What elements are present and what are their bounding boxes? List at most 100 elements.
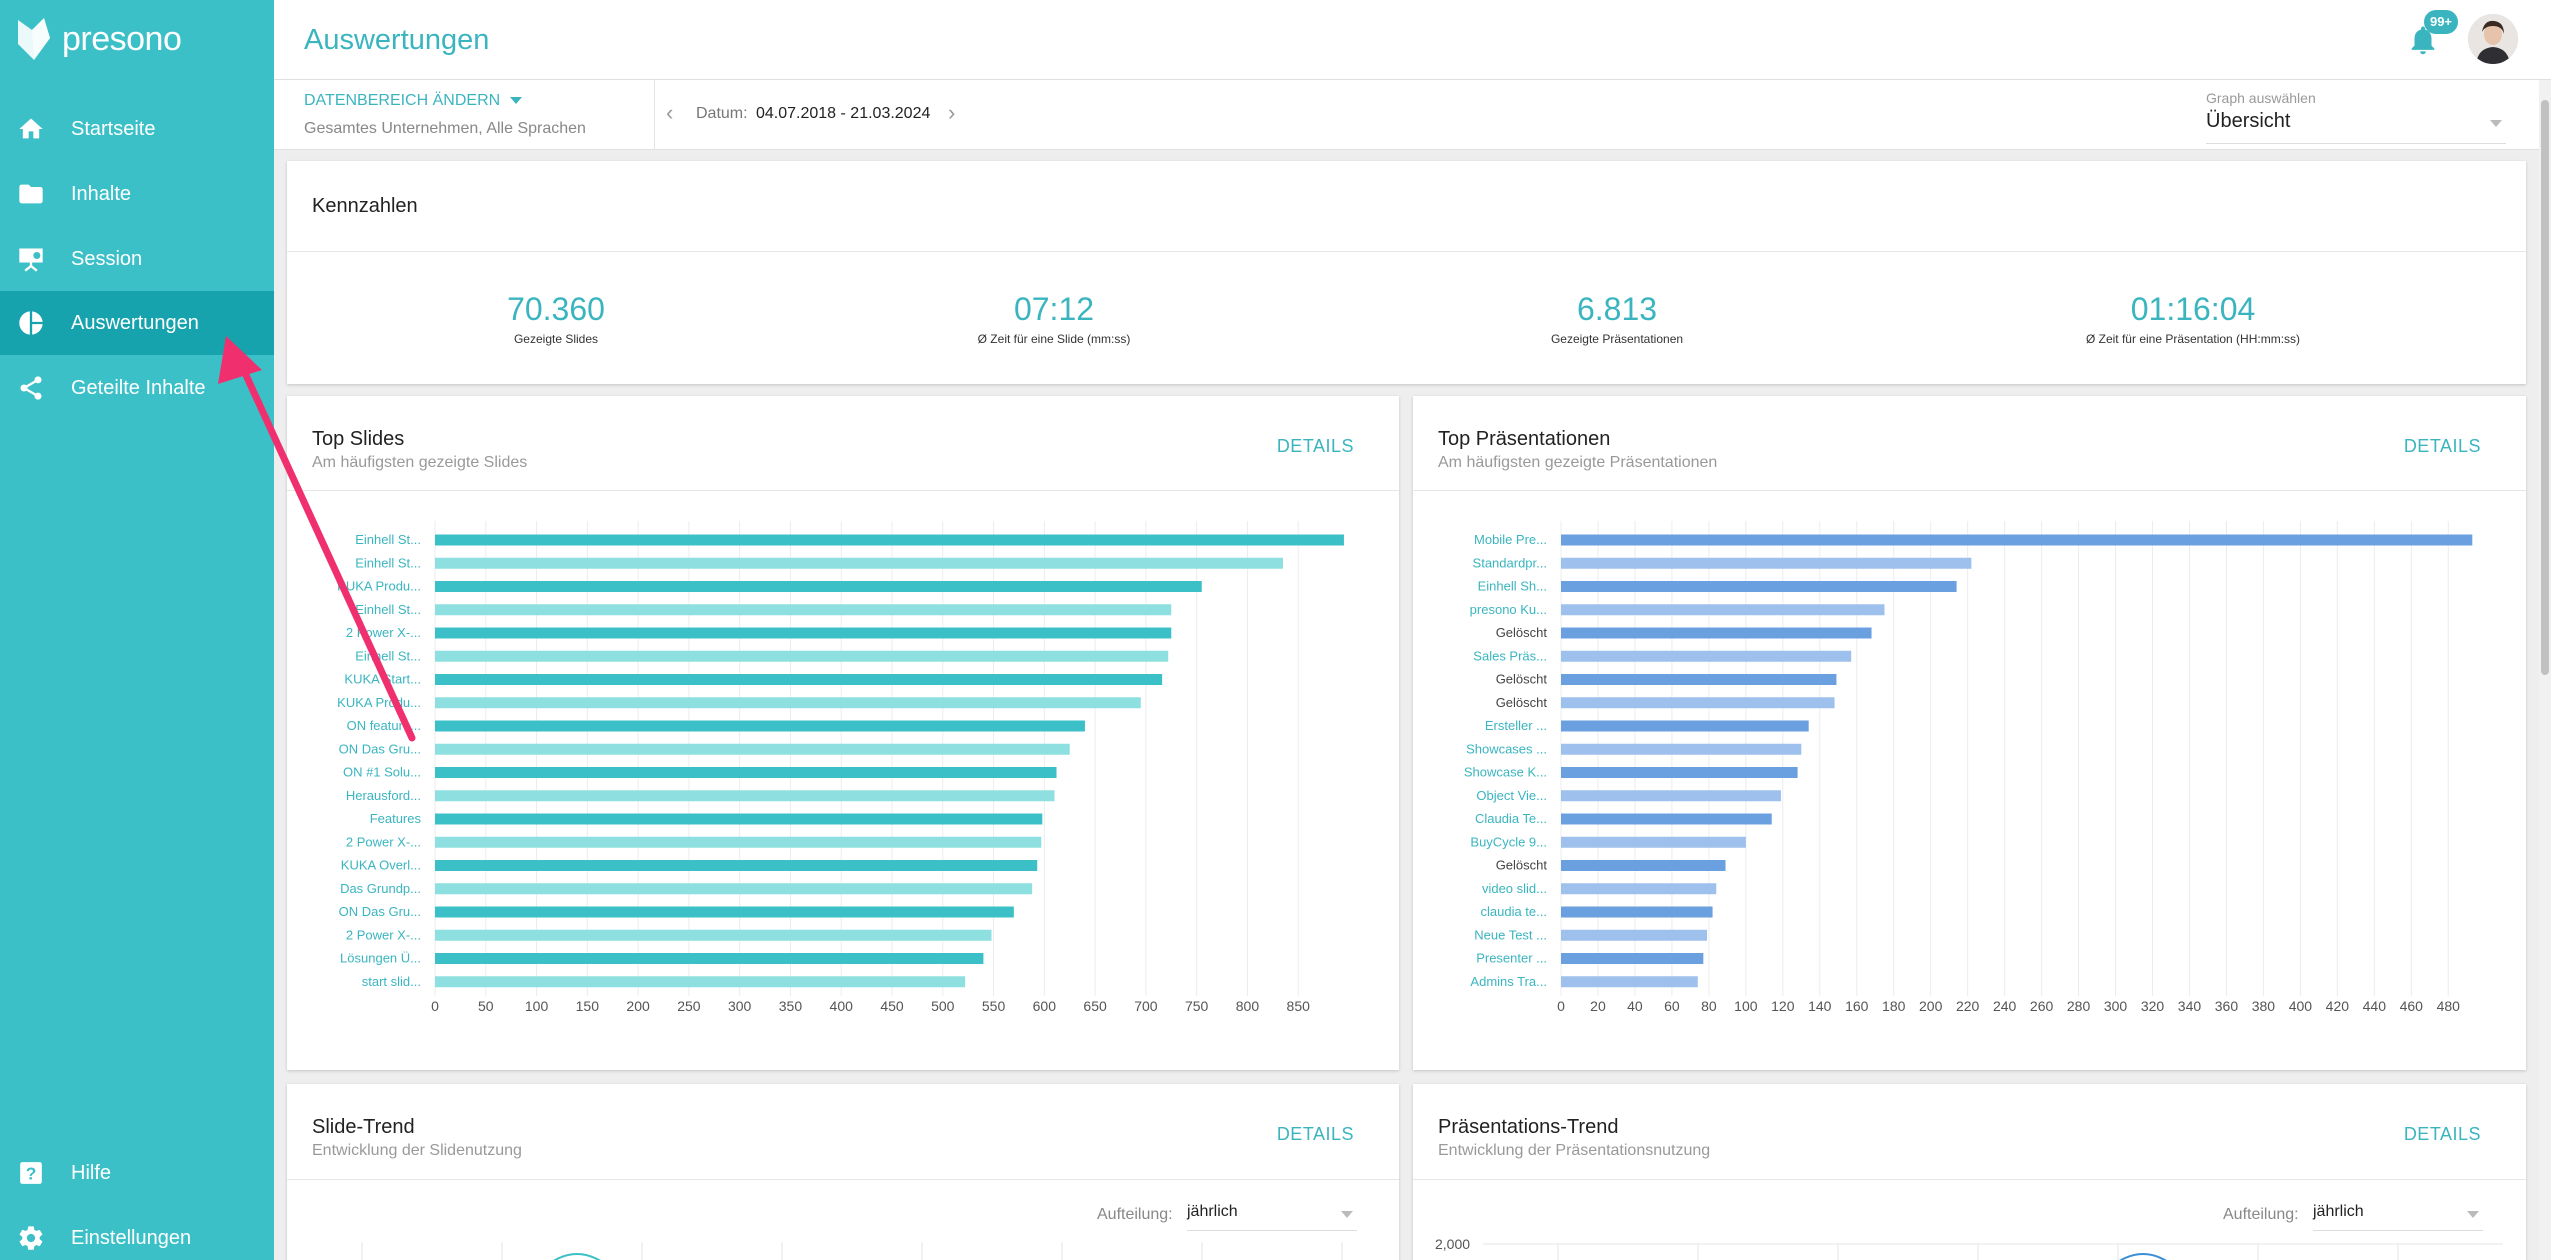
bar[interactable]: [1561, 976, 1698, 988]
bar-category-label[interactable]: Gelöscht: [1496, 858, 1548, 873]
bar[interactable]: [1561, 860, 1726, 871]
bar-category-label[interactable]: start slid...: [362, 974, 421, 989]
sidebar-item-session[interactable]: Session: [0, 227, 274, 291]
graph-select[interactable]: Übersicht: [2206, 110, 2506, 144]
bar[interactable]: [435, 581, 1202, 592]
bar-category-label[interactable]: Gelöscht: [1496, 695, 1548, 710]
bar-category-label[interactable]: Einhell St...: [355, 602, 421, 617]
bar[interactable]: [435, 929, 992, 941]
bar-category-label[interactable]: Admins Tra...: [1470, 974, 1547, 989]
bar[interactable]: [1561, 720, 1809, 732]
bar[interactable]: [435, 557, 1283, 569]
bar-category-label[interactable]: Features: [370, 811, 422, 826]
bar[interactable]: [435, 860, 1038, 871]
sidebar-item-auswertungen[interactable]: Auswertungen: [0, 291, 274, 355]
bar[interactable]: [1561, 929, 1708, 941]
bar[interactable]: [1561, 836, 1746, 848]
bar[interactable]: [1561, 767, 1798, 778]
bar[interactable]: [1561, 604, 1885, 616]
bar-category-label[interactable]: Standardpr...: [1473, 555, 1547, 570]
bar[interactable]: [1561, 743, 1802, 755]
sidebar-item-geteilte-inhalte[interactable]: Geteilte Inhalte: [0, 356, 274, 420]
bar-category-label[interactable]: Ersteller ...: [1485, 718, 1547, 733]
bar-category-label[interactable]: Lösungen Ü...: [340, 951, 421, 966]
bar[interactable]: [1561, 697, 1835, 709]
bar-category-label[interactable]: Gelöscht: [1496, 672, 1548, 687]
sidebar-item-einstellungen[interactable]: Einstellungen: [0, 1206, 274, 1260]
bar-category-label[interactable]: Einhell St...: [355, 648, 421, 663]
details-button[interactable]: DETAILS: [2403, 1124, 2481, 1144]
logo-area[interactable]: presono: [0, 0, 274, 80]
bar-category-label[interactable]: Gelöscht: [1496, 625, 1548, 640]
scrollbar-thumb[interactable]: [2541, 100, 2549, 675]
bar[interactable]: [435, 720, 1085, 732]
chevron-right-icon[interactable]: ›: [948, 100, 956, 125]
bar-category-label[interactable]: BuyCycle 9...: [1470, 834, 1547, 849]
bar-category-label[interactable]: Showcase K...: [1464, 765, 1547, 780]
bar[interactable]: [435, 790, 1055, 802]
bar-category-label[interactable]: KUKA Produ...: [337, 695, 421, 710]
bar[interactable]: [1561, 581, 1957, 592]
bar[interactable]: [435, 650, 1169, 662]
details-button[interactable]: DETAILS: [1276, 436, 1354, 456]
bar-category-label[interactable]: Das Grundp...: [340, 881, 421, 896]
bar-category-label[interactable]: Showcases ...: [1466, 741, 1547, 756]
bar-category-label[interactable]: Herausford...: [346, 788, 421, 803]
bar-category-label[interactable]: Einhell St...: [355, 555, 421, 570]
sidebar-item-startseite[interactable]: Startseite: [0, 97, 274, 161]
bar-category-label[interactable]: Claudia Te...: [1475, 811, 1547, 826]
bar-category-label[interactable]: Sales Präs...: [1473, 648, 1547, 663]
bar-category-label[interactable]: Einhell Sh...: [1478, 579, 1547, 594]
bar-category-label[interactable]: ON #1 Solu...: [343, 765, 421, 780]
bar[interactable]: [435, 836, 1042, 848]
bar[interactable]: [1561, 906, 1713, 918]
bar-category-label[interactable]: 2 Power X-...: [346, 927, 421, 942]
bar[interactable]: [435, 883, 1033, 895]
sidebar-item-hilfe[interactable]: ? Hilfe: [0, 1141, 274, 1205]
bar-category-label[interactable]: Neue Test ...: [1474, 927, 1547, 942]
bar-category-label[interactable]: KUKA Start...: [344, 672, 421, 687]
bar-category-label[interactable]: KUKA Produ...: [337, 579, 421, 594]
bar-category-label[interactable]: 2 Power X-...: [346, 834, 421, 849]
bar[interactable]: [435, 674, 1163, 685]
bar[interactable]: [435, 767, 1057, 778]
bar[interactable]: [435, 604, 1172, 616]
details-button[interactable]: DETAILS: [2403, 436, 2481, 456]
bar[interactable]: [1561, 627, 1872, 639]
sidebar-item-inhalte[interactable]: Inhalte: [0, 162, 274, 226]
split-select[interactable]: jährlich: [1187, 1203, 1357, 1231]
bar[interactable]: [435, 627, 1172, 639]
bar[interactable]: [1561, 674, 1837, 685]
bar[interactable]: [1561, 790, 1781, 802]
bar[interactable]: [435, 534, 1344, 546]
bar[interactable]: [1561, 883, 1717, 895]
bar[interactable]: [435, 906, 1014, 918]
bar-category-label[interactable]: KUKA Overl...: [341, 858, 421, 873]
bar[interactable]: [1561, 813, 1772, 825]
bar-category-label[interactable]: Einhell St...: [355, 532, 421, 547]
bar-category-label[interactable]: Presenter ...: [1476, 951, 1547, 966]
bar[interactable]: [1561, 534, 2473, 546]
page-scrollbar[interactable]: [2539, 80, 2551, 1260]
bar[interactable]: [1561, 953, 1704, 964]
date-range-button[interactable]: DATENBEREICH ÄNDERN: [304, 92, 523, 110]
split-select[interactable]: jährlich: [2313, 1203, 2483, 1231]
avatar[interactable]: [2468, 14, 2518, 64]
bar-category-label[interactable]: presono Ku...: [1470, 602, 1547, 617]
bar-category-label[interactable]: Object Vie...: [1476, 788, 1547, 803]
bar[interactable]: [435, 976, 966, 988]
bar-category-label[interactable]: video slid...: [1482, 881, 1547, 896]
bar[interactable]: [435, 813, 1043, 825]
bell-icon[interactable]: [2406, 22, 2440, 58]
details-button[interactable]: DETAILS: [1276, 1124, 1354, 1144]
bar[interactable]: [1561, 557, 1972, 569]
bar-category-label[interactable]: ON Das Gru...: [339, 741, 421, 756]
bar-category-label[interactable]: 2 Power X-...: [346, 625, 421, 640]
bar[interactable]: [435, 743, 1070, 755]
bar[interactable]: [1561, 650, 1852, 662]
bar-category-label[interactable]: claudia te...: [1481, 904, 1548, 919]
bar[interactable]: [435, 953, 984, 964]
bar-category-label[interactable]: ON Das Gru...: [339, 904, 421, 919]
bar[interactable]: [435, 697, 1141, 709]
bar-category-label[interactable]: Mobile Pre...: [1474, 532, 1547, 547]
